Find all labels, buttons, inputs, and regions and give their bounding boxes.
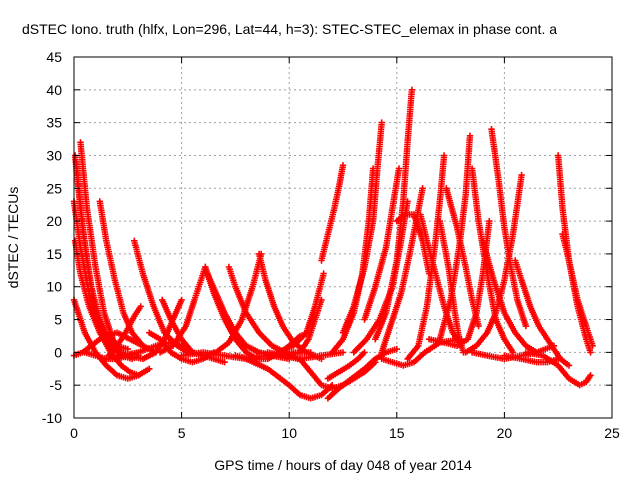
data-series — [124, 296, 185, 363]
data-series — [462, 171, 525, 356]
series-markers — [462, 171, 525, 356]
x-tick-label: 10 — [281, 425, 297, 441]
y-tick-label: 15 — [46, 246, 62, 262]
data-series — [178, 349, 314, 363]
data-series — [522, 349, 594, 389]
series-markers — [479, 237, 540, 356]
series-markers — [512, 257, 573, 369]
y-tick-label: -10 — [42, 410, 62, 426]
data-series — [324, 349, 368, 382]
y-tick-label: 25 — [46, 180, 62, 196]
y-axis-label: dSTEC / TECUs — [5, 187, 21, 289]
series-markers — [559, 231, 596, 349]
y-tick-label: -5 — [50, 377, 63, 393]
data-series — [488, 126, 530, 330]
y-tick-label: 40 — [46, 82, 62, 98]
data-series — [324, 345, 400, 402]
series-markers — [372, 86, 416, 343]
y-tick-label: 5 — [54, 312, 62, 328]
data-series — [378, 185, 426, 356]
axis-ticks: 0 5 10 15 20 25 -10 -5 0 5 10 15 20 25 30 35 40 45 — [42, 49, 620, 441]
data-series — [339, 119, 385, 336]
series-markers — [318, 162, 347, 264]
data-series — [479, 237, 540, 356]
plot-frame — [73, 56, 613, 419]
y-tick-label: 45 — [46, 49, 62, 65]
series-markers — [339, 119, 385, 336]
x-tick-label: 5 — [178, 425, 186, 441]
chart-title: dSTEC Iono. truth (hlfx, Lon=296, Lat=44… — [22, 21, 557, 37]
series-markers — [124, 296, 185, 363]
y-tick-label: 10 — [46, 279, 62, 295]
series-markers — [488, 126, 530, 330]
x-tick-label: 15 — [389, 425, 405, 441]
y-tick-label: 20 — [46, 213, 62, 229]
data-series — [512, 257, 573, 369]
series-markers — [361, 165, 403, 323]
data-series — [156, 263, 209, 356]
series-markers — [324, 345, 400, 402]
series-markers — [324, 349, 368, 382]
y-tick-label: 30 — [46, 147, 62, 163]
data-series — [372, 86, 416, 343]
grid — [74, 57, 612, 418]
series-markers — [378, 185, 426, 356]
series-markers — [156, 263, 209, 356]
series-markers — [522, 349, 594, 389]
plot-area — [70, 86, 596, 402]
x-axis-label: GPS time / hours of day 048 of year 2014 — [214, 457, 472, 473]
data-series — [393, 211, 433, 277]
series-markers — [393, 211, 433, 277]
data-series — [559, 231, 596, 349]
series-markers — [178, 349, 314, 363]
y-tick-label: 0 — [54, 344, 62, 360]
x-tick-label: 0 — [70, 425, 78, 441]
x-tick-label: 25 — [604, 425, 620, 441]
y-tick-label: 35 — [46, 115, 62, 131]
data-series — [361, 165, 403, 323]
data-series — [318, 162, 347, 264]
x-tick-label: 20 — [497, 425, 513, 441]
